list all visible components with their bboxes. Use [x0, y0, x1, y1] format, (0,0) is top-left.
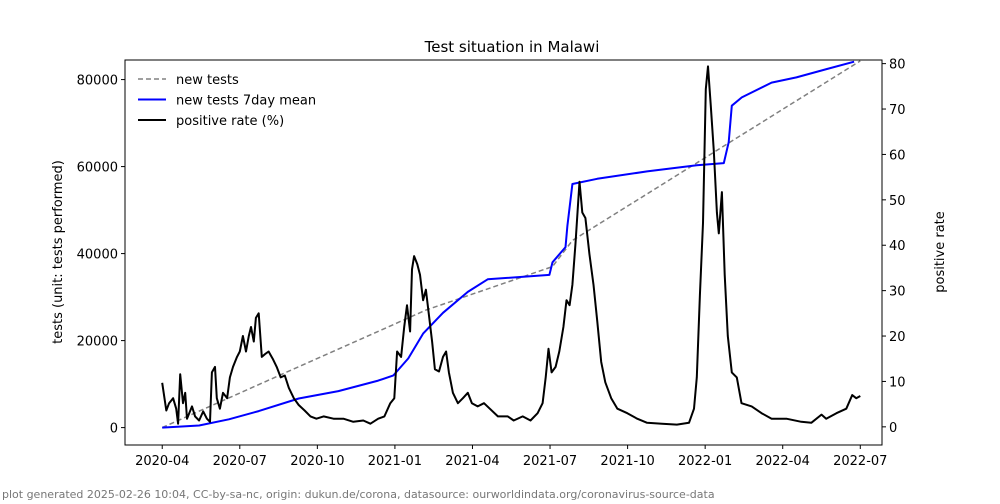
y-axis-right: 0 10 20 30 40 50 60 70 80 — [882, 58, 906, 436]
y-axis-label-right: positive rate — [933, 211, 948, 293]
y-right-tick-label: 10 — [889, 375, 906, 390]
axes-frame — [124, 59, 883, 446]
y-tick-label: 40000 — [77, 248, 118, 263]
y-right-tick-label: 50 — [889, 194, 906, 209]
footer-text: plot generated 2025-02-26 10:04, CC-by-s… — [2, 488, 715, 500]
x-tick-label: 2022-04 — [756, 454, 810, 469]
chart-title: Test situation in Malawi — [424, 38, 600, 56]
series-line-1 — [162, 60, 855, 429]
x-tick-label: 2022-07 — [833, 454, 887, 469]
series-line-0 — [161, 60, 861, 429]
x-tick-label: 2021-04 — [445, 454, 499, 469]
y-right-tick-label: 20 — [889, 330, 906, 345]
x-tick-label: 2020-07 — [213, 454, 267, 469]
y-right-tick-label: 0 — [889, 421, 897, 436]
y-right-tick-label: 70 — [889, 103, 906, 118]
y-axis-label-left: tests (unit: tests performed) — [51, 160, 66, 344]
y-tick-label: 80000 — [77, 74, 118, 89]
y-right-tick-label: 30 — [889, 285, 906, 300]
x-tick-label: 2021-01 — [368, 454, 422, 469]
plot-area — [161, 60, 861, 429]
x-tick-label: 2020-10 — [290, 454, 344, 469]
y-tick-label: 60000 — [77, 161, 118, 176]
x-tick-label: 2021-10 — [600, 454, 654, 469]
y-axis-left: 0 20000 40000 60000 80000 — [77, 74, 125, 437]
y-tick-label: 20000 — [77, 335, 118, 350]
y-right-tick-label: 40 — [889, 239, 906, 254]
x-tick-label: 2021-07 — [523, 454, 577, 469]
x-tick-label: 2020-04 — [135, 454, 189, 469]
legend-label-2: positive rate (%) — [176, 114, 284, 129]
legend-label-0: new tests — [176, 73, 239, 88]
y-right-tick-label: 60 — [889, 148, 906, 163]
y-right-tick-label: 80 — [889, 58, 906, 73]
legend: new tests new tests 7day mean positive rat… — [138, 73, 316, 129]
series-line-2 — [161, 65, 861, 426]
x-axis: 2020-04 2020-07 2020-10 2021-01 2021-04 2021-… — [135, 445, 887, 469]
legend-label-1: new tests 7day mean — [176, 94, 316, 109]
x-tick-label: 2022-01 — [678, 454, 732, 469]
y-tick-label: 0 — [110, 422, 118, 437]
